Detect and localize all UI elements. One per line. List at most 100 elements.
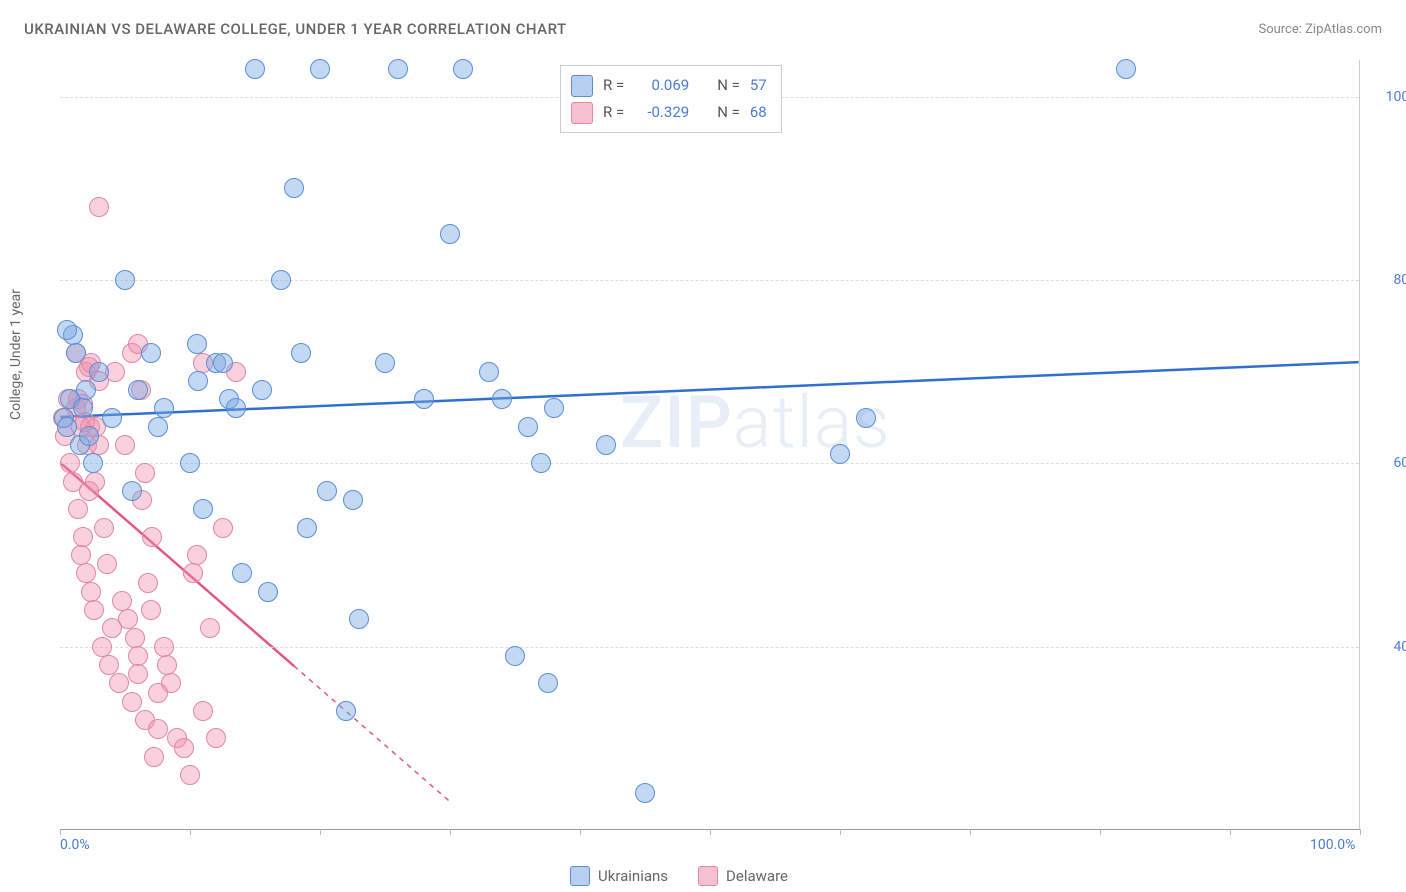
data-point xyxy=(291,343,311,363)
data-point xyxy=(115,270,135,290)
data-point xyxy=(492,389,512,409)
data-point xyxy=(388,59,408,79)
data-point xyxy=(97,554,117,574)
x-tick xyxy=(1100,829,1101,835)
data-point xyxy=(213,353,233,373)
data-point xyxy=(112,591,132,611)
x-tick xyxy=(60,829,61,835)
data-point xyxy=(128,380,148,400)
x-tick xyxy=(190,829,191,835)
data-point xyxy=(206,728,226,748)
data-point xyxy=(57,417,77,437)
data-point xyxy=(544,398,564,418)
data-point xyxy=(518,417,538,437)
data-point xyxy=(81,582,101,602)
data-point xyxy=(343,490,363,510)
data-point xyxy=(317,481,337,501)
data-point xyxy=(144,747,164,767)
gridline xyxy=(60,463,1359,464)
data-point xyxy=(122,692,142,712)
data-point xyxy=(92,637,112,657)
x-tick xyxy=(580,829,581,835)
data-point xyxy=(180,453,200,473)
data-point xyxy=(245,59,265,79)
x-tick xyxy=(710,829,711,835)
data-point xyxy=(154,637,174,657)
swatch-ukrainians xyxy=(571,75,593,97)
gridline xyxy=(60,647,1359,648)
data-point xyxy=(138,573,158,593)
data-point xyxy=(68,499,88,519)
legend-item-ukrainians: Ukrainians xyxy=(570,866,668,886)
data-point xyxy=(148,417,168,437)
data-point xyxy=(200,618,220,638)
data-point xyxy=(284,178,304,198)
data-point xyxy=(213,518,233,538)
data-point xyxy=(310,59,330,79)
data-point xyxy=(505,646,525,666)
data-point xyxy=(375,353,395,373)
data-point xyxy=(271,270,291,290)
data-point xyxy=(73,527,93,547)
data-point xyxy=(183,563,203,583)
data-point xyxy=(71,545,91,565)
data-point xyxy=(141,600,161,620)
n-value-delaware: 68 xyxy=(750,99,767,126)
trend-lines xyxy=(60,60,1359,829)
legend-label-ukrainians: Ukrainians xyxy=(598,867,668,885)
plot-area: 100.0%80.0%60.0%40.0%0.0%100.0% xyxy=(60,60,1360,830)
data-point xyxy=(226,398,246,418)
chart-container: UKRAINIAN VS DELAWARE COLLEGE, UNDER 1 Y… xyxy=(0,0,1406,892)
data-point xyxy=(148,683,168,703)
data-point xyxy=(115,435,135,455)
n-label: N = xyxy=(717,72,740,99)
data-point xyxy=(60,453,80,473)
data-point xyxy=(128,646,148,666)
data-point xyxy=(830,444,850,464)
data-point xyxy=(84,600,104,620)
n-label: N = xyxy=(717,99,740,126)
data-point xyxy=(440,224,460,244)
data-point xyxy=(89,197,109,217)
y-tick-label: 80.0% xyxy=(1371,272,1406,288)
data-point xyxy=(128,664,148,684)
data-point xyxy=(258,582,278,602)
data-point xyxy=(118,609,138,629)
r-label: R = xyxy=(603,99,624,126)
data-point xyxy=(79,426,99,446)
x-tick xyxy=(1230,829,1231,835)
data-point xyxy=(596,435,616,455)
legend-label-delaware: Delaware xyxy=(726,867,788,885)
y-axis-label: College, Under 1 year xyxy=(8,289,24,420)
data-point xyxy=(635,783,655,803)
data-point xyxy=(538,673,558,693)
data-point xyxy=(479,362,499,382)
y-tick-label: 60.0% xyxy=(1371,455,1406,471)
swatch-delaware xyxy=(698,866,718,886)
data-point xyxy=(76,380,96,400)
data-point xyxy=(188,371,208,391)
x-tick xyxy=(1360,829,1361,835)
r-label: R = xyxy=(603,72,624,99)
data-point xyxy=(187,545,207,565)
x-tick xyxy=(320,829,321,835)
legend-row-delaware: R = -0.329 N = 68 xyxy=(571,99,767,126)
data-point xyxy=(122,481,142,501)
x-tick xyxy=(840,829,841,835)
data-point xyxy=(453,59,473,79)
data-point xyxy=(89,362,109,382)
data-point xyxy=(174,738,194,758)
data-point xyxy=(66,343,86,363)
data-point xyxy=(180,765,200,785)
data-point xyxy=(57,320,77,340)
chart-title: UKRAINIAN VS DELAWARE COLLEGE, UNDER 1 Y… xyxy=(24,20,567,38)
data-point xyxy=(154,398,174,418)
data-point xyxy=(85,472,105,492)
r-value-ukrainians: 0.069 xyxy=(634,72,689,99)
data-point xyxy=(414,389,434,409)
swatch-ukrainians xyxy=(570,866,590,886)
data-point xyxy=(83,453,103,473)
n-value-ukrainians: 57 xyxy=(750,72,767,99)
data-point xyxy=(142,527,162,547)
x-tick-label: 0.0% xyxy=(60,837,90,853)
